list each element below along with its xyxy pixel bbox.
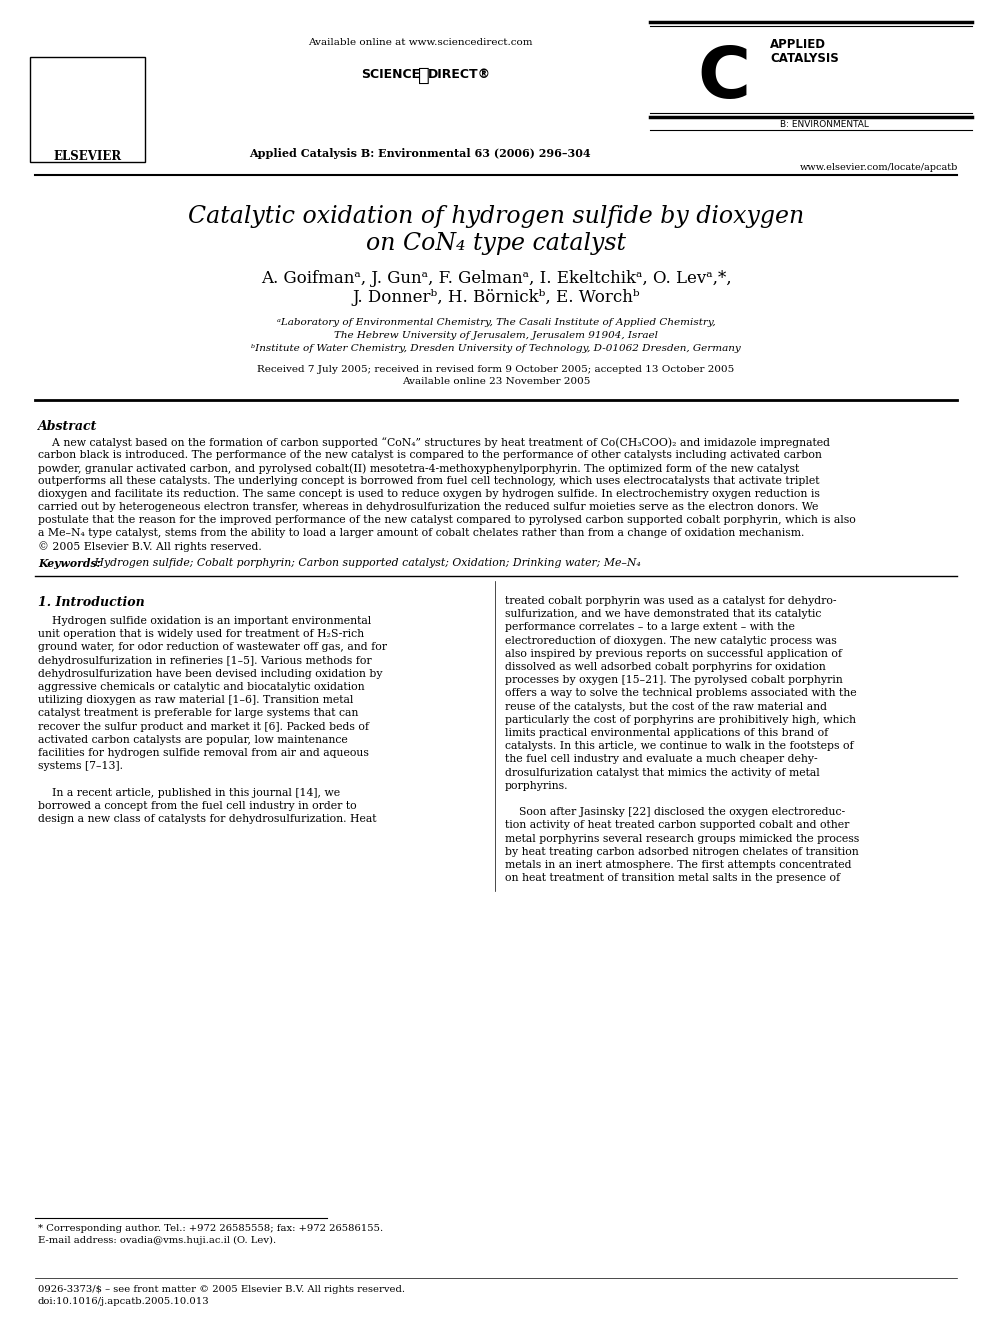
Text: 1. Introduction: 1. Introduction [38,595,145,609]
Text: catalysts. In this article, we continue to walk in the footsteps of: catalysts. In this article, we continue … [505,741,854,751]
Text: dehydrosulfurization have been devised including oxidation by: dehydrosulfurization have been devised i… [38,669,383,679]
Text: activated carbon catalysts are popular, low maintenance: activated carbon catalysts are popular, … [38,734,348,745]
Text: also inspired by previous reports on successful application of: also inspired by previous reports on suc… [505,648,842,659]
Text: Applied Catalysis B: Environmental 63 (2006) 296–304: Applied Catalysis B: Environmental 63 (2… [249,148,591,159]
Text: SCIENCE: SCIENCE [361,67,420,81]
Text: ELSEVIER: ELSEVIER [54,149,122,163]
Text: borrowed a concept from the fuel cell industry in order to: borrowed a concept from the fuel cell in… [38,800,357,811]
Text: utilizing dioxygen as raw material [1–6]. Transition metal: utilizing dioxygen as raw material [1–6]… [38,695,353,705]
Text: ⓐ: ⓐ [418,66,430,85]
Text: metal porphyrins several research groups mimicked the process: metal porphyrins several research groups… [505,833,859,844]
Text: C: C [697,44,750,112]
Text: doi:10.1016/j.apcatb.2005.10.013: doi:10.1016/j.apcatb.2005.10.013 [38,1297,209,1306]
Text: unit operation that is widely used for treatment of H₂S-rich: unit operation that is widely used for t… [38,630,364,639]
Text: Abstract: Abstract [38,419,97,433]
Text: Hydrogen sulfide oxidation is an important environmental: Hydrogen sulfide oxidation is an importa… [38,617,371,626]
Text: E-mail address: ovadia@vms.huji.ac.il (O. Lev).: E-mail address: ovadia@vms.huji.ac.il (O… [38,1236,276,1245]
Text: by heat treating carbon adsorbed nitrogen chelates of transition: by heat treating carbon adsorbed nitroge… [505,847,859,857]
Text: performance correlates – to a large extent – with the: performance correlates – to a large exte… [505,622,795,632]
Text: carried out by heterogeneous electron transfer, whereas in dehydrosulfurization : carried out by heterogeneous electron tr… [38,501,818,512]
Text: Hydrogen sulfide; Cobalt porphyrin; Carbon supported catalyst; Oxidation; Drinki: Hydrogen sulfide; Cobalt porphyrin; Carb… [91,558,641,568]
Text: dioxygen and facilitate its reduction. The same concept is used to reduce oxygen: dioxygen and facilitate its reduction. T… [38,490,819,499]
Text: limits practical environmental applications of this brand of: limits practical environmental applicati… [505,728,828,738]
Text: DIRECT®: DIRECT® [428,67,491,81]
Text: metals in an inert atmosphere. The first attempts concentrated: metals in an inert atmosphere. The first… [505,860,851,871]
Text: electroreduction of dioxygen. The new catalytic process was: electroreduction of dioxygen. The new ca… [505,635,836,646]
Text: dehydrosulfurization in refineries [1–5]. Various methods for: dehydrosulfurization in refineries [1–5]… [38,656,372,665]
Text: Catalytic oxidation of hydrogen sulfide by dioxygen: Catalytic oxidation of hydrogen sulfide … [187,205,805,228]
Text: systems [7–13].: systems [7–13]. [38,761,123,771]
Bar [30,57,145,161]
Text: dissolved as well adsorbed cobalt porphyrins for oxidation: dissolved as well adsorbed cobalt porphy… [505,662,825,672]
Text: Keywords:: Keywords: [38,558,100,569]
Text: ᵃLaboratory of Environmental Chemistry, The Casali Institute of Applied Chemistr: ᵃLaboratory of Environmental Chemistry, … [277,318,715,327]
Text: particularly the cost of porphyrins are prohibitively high, which: particularly the cost of porphyrins are … [505,714,856,725]
Text: aggressive chemicals or catalytic and biocatalytic oxidation: aggressive chemicals or catalytic and bi… [38,681,365,692]
Text: Available online 23 November 2005: Available online 23 November 2005 [402,377,590,386]
Text: catalyst treatment is preferable for large systems that can: catalyst treatment is preferable for lar… [38,708,358,718]
Text: recover the sulfur product and market it [6]. Packed beds of: recover the sulfur product and market it… [38,721,369,732]
Text: processes by oxygen [15–21]. The pyrolysed cobalt porphyrin: processes by oxygen [15–21]. The pyrolys… [505,675,843,685]
Text: postulate that the reason for the improved performance of the new catalyst compa: postulate that the reason for the improv… [38,515,856,525]
Text: ground water, for odor reduction of wastewater off gas, and for: ground water, for odor reduction of wast… [38,643,387,652]
Text: tion activity of heat treated carbon supported cobalt and other: tion activity of heat treated carbon sup… [505,820,849,831]
Text: Received 7 July 2005; received in revised form 9 October 2005; accepted 13 Octob: Received 7 July 2005; received in revise… [257,365,735,374]
Text: on CoN₄ type catalyst: on CoN₄ type catalyst [366,232,626,255]
Text: carbon black is introduced. The performance of the new catalyst is compared to t: carbon black is introduced. The performa… [38,450,822,460]
Text: offers a way to solve the technical problems associated with the: offers a way to solve the technical prob… [505,688,857,699]
Text: a Me–N₄ type catalyst, stems from the ability to load a larger amount of cobalt : a Me–N₄ type catalyst, stems from the ab… [38,528,805,538]
Text: B: ENVIRONMENTAL: B: ENVIRONMENTAL [780,120,869,130]
Text: * Corresponding author. Tel.: +972 26585558; fax: +972 26586155.: * Corresponding author. Tel.: +972 26585… [38,1224,383,1233]
Text: drosulfurization catalyst that mimics the activity of metal: drosulfurization catalyst that mimics th… [505,767,819,778]
Text: powder, granular activated carbon, and pyrolysed cobalt(II) mesotetra-4-methoxyp: powder, granular activated carbon, and p… [38,463,800,474]
Text: treated cobalt porphyrin was used as a catalyst for dehydro-: treated cobalt porphyrin was used as a c… [505,595,836,606]
Text: APPLIED: APPLIED [770,38,826,52]
Text: A. Goifmanᵃ, J. Gunᵃ, F. Gelmanᵃ, I. Ekeltchikᵃ, O. Levᵃ,*,: A. Goifmanᵃ, J. Gunᵃ, F. Gelmanᵃ, I. Eke… [261,270,731,287]
Text: sulfurization, and we have demonstrated that its catalytic: sulfurization, and we have demonstrated … [505,609,821,619]
Text: design a new class of catalysts for dehydrosulfurization. Heat: design a new class of catalysts for dehy… [38,814,377,824]
Text: In a recent article, published in this journal [14], we: In a recent article, published in this j… [38,787,340,798]
Text: the fuel cell industry and evaluate a much cheaper dehy-: the fuel cell industry and evaluate a mu… [505,754,817,765]
Text: porphyrins.: porphyrins. [505,781,568,791]
Text: outperforms all these catalysts. The underlying concept is borrowed from fuel ce: outperforms all these catalysts. The und… [38,476,819,486]
Text: ᵇInstitute of Water Chemistry, Dresden University of Technology, D-01062 Dresden: ᵇInstitute of Water Chemistry, Dresden U… [251,344,741,353]
Text: Available online at www.sciencedirect.com: Available online at www.sciencedirect.co… [308,38,533,48]
Text: facilities for hydrogen sulfide removal from air and aqueous: facilities for hydrogen sulfide removal … [38,747,369,758]
Text: on heat treatment of transition metal salts in the presence of: on heat treatment of transition metal sa… [505,873,840,884]
Text: CATALYSIS: CATALYSIS [770,52,839,65]
Text: reuse of the catalysts, but the cost of the raw material and: reuse of the catalysts, but the cost of … [505,701,827,712]
Text: A new catalyst based on the formation of carbon supported “CoN₄” structures by h: A new catalyst based on the formation of… [38,437,830,447]
Text: J. Donnerᵇ, H. Börnickᵇ, E. Worchᵇ: J. Donnerᵇ, H. Börnickᵇ, E. Worchᵇ [352,288,640,306]
Text: 0926-3373/$ – see front matter © 2005 Elsevier B.V. All rights reserved.: 0926-3373/$ – see front matter © 2005 El… [38,1285,405,1294]
Text: www.elsevier.com/locate/apcatb: www.elsevier.com/locate/apcatb [800,163,958,172]
Text: Soon after Jasinsky [22] disclosed the oxygen electroreduc-: Soon after Jasinsky [22] disclosed the o… [505,807,845,818]
Text: © 2005 Elsevier B.V. All rights reserved.: © 2005 Elsevier B.V. All rights reserved… [38,541,262,552]
Text: The Hebrew University of Jerusalem, Jerusalem 91904, Israel: The Hebrew University of Jerusalem, Jeru… [334,331,658,340]
